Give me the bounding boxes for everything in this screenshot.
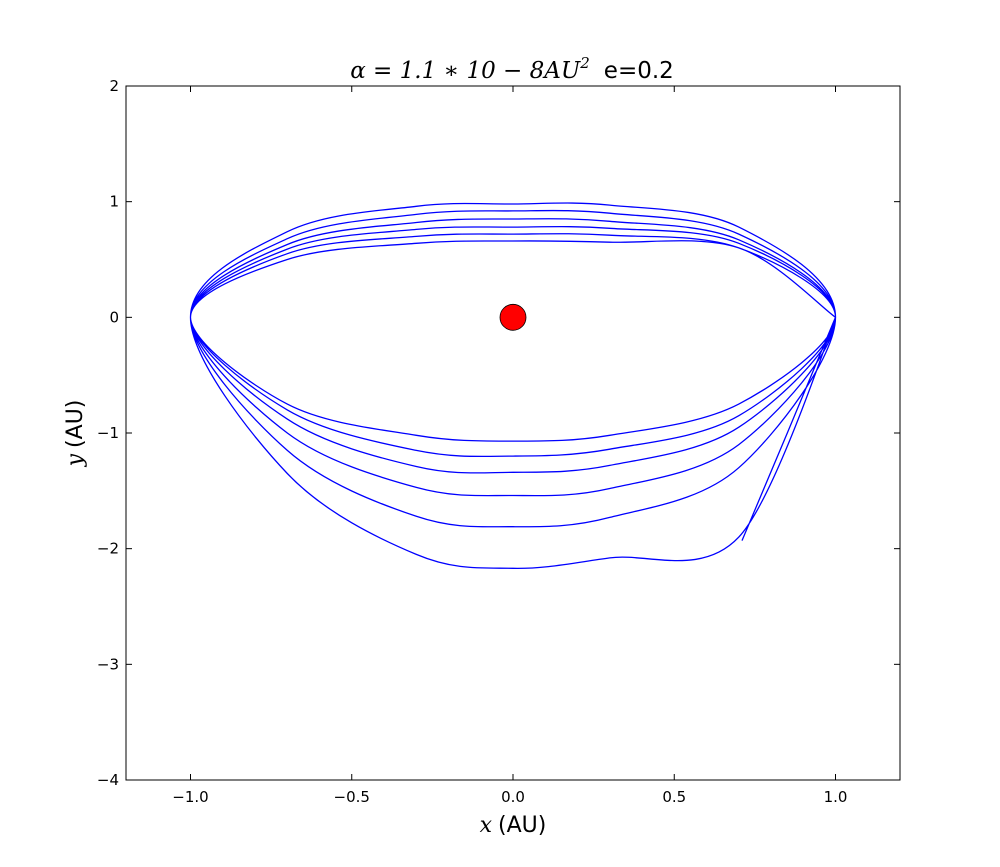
plot-area: −1.0 −0.5 0.0 0.5 1.0 2 1 0 −1 −2 −3 −4 — [97, 77, 901, 806]
ticks-layer: −1.0 −0.5 0.0 0.5 1.0 2 1 0 −1 −2 −3 −4 — [97, 77, 900, 806]
y-tick-label: 0 — [109, 308, 119, 326]
x-axis-label-unit: (AU) — [498, 813, 546, 838]
y-tick-label: 1 — [109, 193, 119, 211]
central-body-layer — [499, 303, 527, 331]
x-axis-label: x (AU) — [480, 813, 547, 838]
y-tick-label: −3 — [97, 655, 119, 673]
title-text: e=0.2 — [604, 58, 674, 84]
title-math-superscript: 2 — [579, 54, 590, 72]
y-tick-label: −1 — [97, 424, 119, 442]
y-tick-label: −2 — [97, 540, 119, 558]
x-tick-label: −0.5 — [334, 788, 370, 806]
x-tick-label: −1.0 — [172, 788, 208, 806]
chart-title: α = 1.1 ∗ 10 − 8AU2 e=0.2 — [350, 54, 674, 84]
y-tick-label: 2 — [109, 77, 119, 95]
x-tick-label: 0.0 — [501, 788, 525, 806]
y-axis-label-unit: (AU) — [63, 400, 88, 448]
central-body-marker — [499, 303, 527, 331]
y-tick-label: −4 — [97, 771, 119, 789]
y-axis-label-var: y — [63, 453, 88, 467]
x-tick-label: 1.0 — [824, 788, 848, 806]
title-math: α = 1.1 ∗ 10 − 8AU — [350, 58, 582, 84]
x-axis-label-var: x — [480, 813, 493, 838]
orbit-series-line-0 — [189, 202, 837, 569]
x-tick-label: 0.5 — [662, 788, 686, 806]
series-layer — [189, 202, 837, 569]
y-axis-label: y (AU) — [63, 400, 88, 468]
